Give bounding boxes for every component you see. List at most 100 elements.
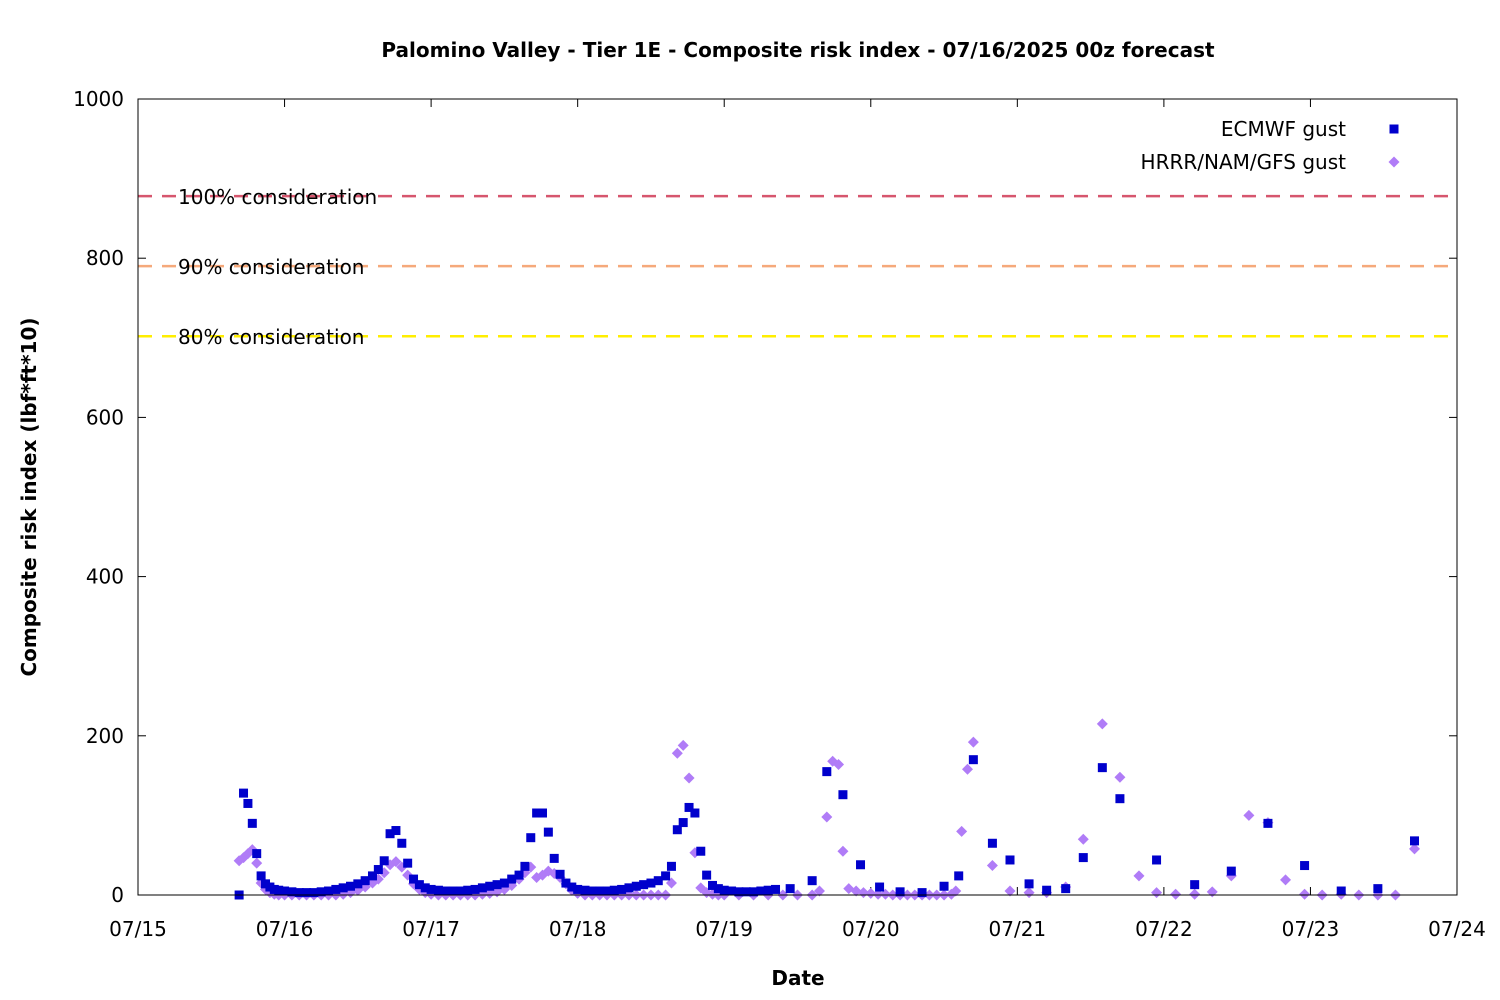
- ecmwf-point: [1005, 855, 1015, 865]
- ecmwf-point: [1373, 884, 1383, 894]
- ecmwf-point: [426, 884, 436, 894]
- x-tick-label: 07/23: [1282, 917, 1340, 941]
- ecmwf-point: [379, 856, 389, 866]
- ecmwf-point: [917, 888, 927, 898]
- ecmwf-point: [455, 886, 465, 896]
- ecmwf-point: [420, 883, 430, 893]
- ecmwf-point: [256, 871, 266, 881]
- hrrr-point: [1206, 886, 1218, 898]
- ecmwf-point: [749, 887, 759, 897]
- x-tick-label: 07/16: [256, 917, 314, 941]
- axis-ticks: [137, 98, 1458, 896]
- ecmwf-point: [463, 885, 473, 895]
- ecmwf-point: [617, 884, 627, 894]
- hrrr-point: [1077, 833, 1089, 845]
- ecmwf-point: [492, 880, 502, 890]
- y-tick-label: 200: [86, 724, 124, 748]
- ecmwf-point: [631, 881, 641, 891]
- ecmwf-point: [639, 880, 649, 890]
- hrrr-point: [1189, 888, 1201, 900]
- ecmwf-point: [433, 885, 443, 895]
- ecmwf-point: [499, 878, 509, 888]
- ecmwf-point: [771, 884, 781, 894]
- x-tick-label: 07/19: [695, 917, 753, 941]
- x-tick-label: 07/21: [989, 917, 1047, 941]
- hrrr-point: [813, 885, 825, 897]
- ecmwf-point: [1152, 855, 1162, 865]
- ecmwf-point: [684, 802, 694, 812]
- ecmwf-point: [537, 808, 547, 818]
- ecmwf-point: [987, 838, 997, 848]
- hrrr-point: [956, 825, 968, 837]
- ecmwf-point: [391, 826, 401, 836]
- hrrr-point: [683, 772, 695, 784]
- hrrr-point: [1023, 887, 1035, 899]
- ecmwf-point: [1097, 763, 1107, 773]
- y-tick-label: 800: [86, 246, 124, 270]
- hrrr-point: [1243, 809, 1255, 821]
- ecmwf-point: [807, 876, 817, 886]
- threshold-lines: 100% consideration 90% consideration 80% c…: [138, 185, 1457, 349]
- hrrr-point: [251, 857, 263, 869]
- x-axis-label: Date: [771, 966, 824, 990]
- ecmwf-point: [785, 884, 795, 894]
- hrrr-point: [1408, 843, 1420, 855]
- hrrr-point: [1004, 885, 1016, 897]
- x-tick-label: 07/22: [1135, 917, 1193, 941]
- hrrr-point: [1096, 718, 1108, 730]
- hrrr-point: [1151, 887, 1163, 899]
- hrrr-point: [677, 739, 689, 751]
- ecmwf-point: [741, 887, 751, 897]
- ecmwf-point: [1226, 866, 1236, 876]
- ecmwf-point: [360, 876, 370, 886]
- hrrr-point: [962, 763, 974, 775]
- hrrr-point: [850, 885, 862, 897]
- hrrr-point: [986, 860, 998, 872]
- series-ecmwf-gust: [234, 755, 1419, 900]
- ecmwf-point: [367, 871, 377, 881]
- hrrr-point: [967, 736, 979, 748]
- ecmwf-point: [247, 818, 257, 828]
- threshold-label-1: 100% consideration: [178, 185, 377, 209]
- ecmwf-point: [968, 755, 978, 765]
- ecmwf-point: [666, 861, 676, 871]
- ecmwf-point: [561, 878, 571, 888]
- ecmwf-point: [954, 871, 964, 881]
- ecmwf-point: [1300, 861, 1310, 871]
- ecmwf-point: [856, 860, 866, 870]
- ecmwf-point: [595, 886, 605, 896]
- ecmwf-point: [696, 846, 706, 856]
- ecmwf-point: [713, 884, 723, 894]
- ecmwf-point: [573, 884, 583, 894]
- hrrr-point: [1280, 874, 1292, 886]
- ecmwf-point: [485, 881, 495, 891]
- hrrr-point: [1133, 870, 1145, 882]
- ecmwf-point: [1336, 886, 1346, 896]
- x-tick-label: 07/18: [549, 917, 607, 941]
- threshold-label-2: 90% consideration: [178, 255, 364, 279]
- legend-marker-2: [1388, 156, 1400, 168]
- ecmwf-point: [567, 882, 577, 892]
- threshold-label-3: 80% consideration: [178, 325, 364, 349]
- ecmwf-point: [532, 808, 542, 818]
- ecmwf-point: [756, 886, 766, 896]
- ecmwf-point: [838, 790, 848, 800]
- ecmwf-point: [661, 871, 671, 881]
- ecmwf-point: [895, 887, 905, 897]
- ecmwf-point: [702, 870, 712, 880]
- ecmwf-point: [939, 881, 949, 891]
- ecmwf-point: [409, 874, 419, 884]
- ecmwf-point: [822, 767, 832, 777]
- ecmwf-point: [239, 788, 249, 798]
- ecmwf-point: [309, 888, 319, 898]
- ecmwf-point: [727, 886, 737, 896]
- ecmwf-point: [338, 883, 348, 893]
- ecmwf-point: [609, 885, 619, 895]
- ecmwf-point: [624, 883, 634, 893]
- hrrr-point: [950, 885, 962, 897]
- ecmwf-point: [243, 798, 253, 808]
- legend-marker-1: [1389, 124, 1399, 134]
- ecmwf-point: [1042, 885, 1052, 895]
- ecmwf-point: [1061, 884, 1071, 894]
